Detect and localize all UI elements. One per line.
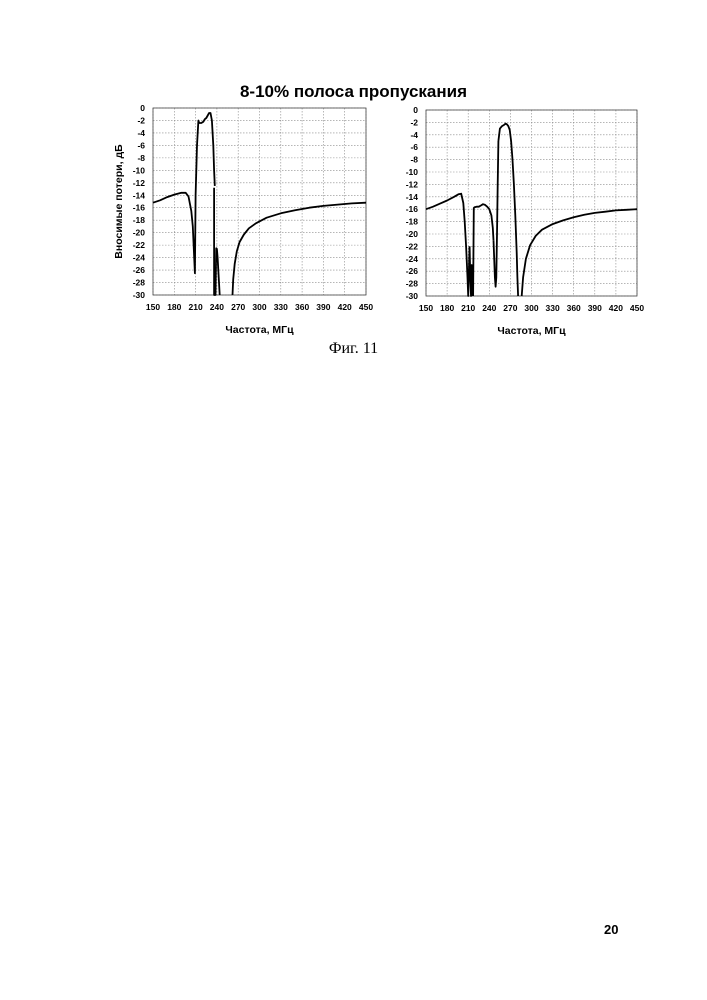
series-line [470, 246, 473, 296]
figure-caption: Фиг. 11 [0, 340, 707, 358]
y-tick-label: -10 [406, 167, 419, 177]
y-tick-label: -6 [410, 142, 418, 152]
x-tick-label: 420 [609, 303, 623, 313]
x-tick-label: 450 [630, 303, 644, 313]
x-tick-label: 150 [419, 303, 433, 313]
x-tick-label: 330 [546, 303, 560, 313]
y-tick-label: -20 [406, 229, 419, 239]
x-tick-label: 390 [588, 303, 602, 313]
y-tick-label: -2 [410, 117, 418, 127]
x-tick-label: 270 [503, 303, 517, 313]
y-tick-label: -4 [410, 130, 418, 140]
y-tick-label: -24 [406, 254, 419, 264]
series-line [494, 141, 499, 287]
y-tick-label: 0 [413, 105, 418, 115]
y-tick-label: -22 [406, 241, 419, 251]
y-tick-label: -30 [406, 291, 419, 301]
y-tick-label: -16 [406, 204, 419, 214]
x-tick-label: 360 [567, 303, 581, 313]
y-tick-label: -14 [406, 192, 419, 202]
x-tick-label: 210 [461, 303, 475, 313]
x-tick-label: 300 [524, 303, 538, 313]
series-line [522, 209, 637, 296]
y-tick-label: -12 [406, 179, 419, 189]
y-tick-label: -8 [410, 155, 418, 165]
y-tick-label: -26 [406, 266, 419, 276]
page-number: 20 [604, 922, 618, 937]
series-line [498, 124, 518, 296]
y-tick-label: -28 [406, 279, 419, 289]
x-tick-label: 240 [482, 303, 496, 313]
series-line [473, 204, 493, 296]
y-tick-label: -18 [406, 217, 419, 227]
x-tick-label: 180 [440, 303, 454, 313]
x-axis-label: Частота, МГц [497, 325, 566, 337]
